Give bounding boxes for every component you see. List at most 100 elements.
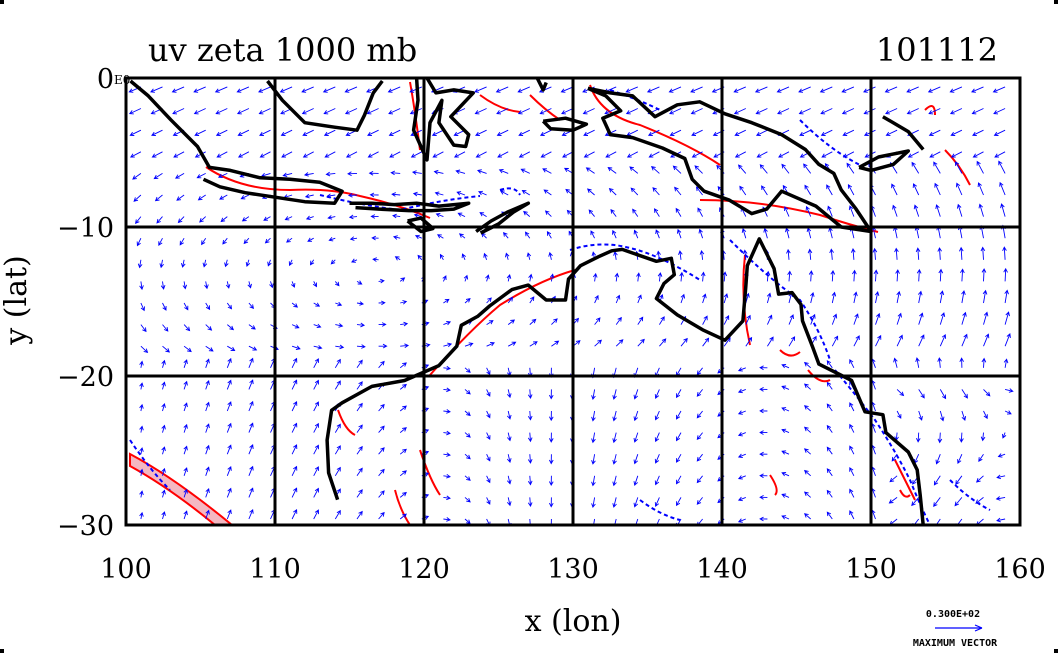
wind-vector-arrow xyxy=(625,86,638,93)
wind-vector-arrow xyxy=(918,389,925,399)
wind-vector-arrow xyxy=(499,190,509,196)
wind-vector-arrow xyxy=(928,108,941,115)
wind-vector-arrow xyxy=(1004,410,1012,415)
wind-vector-arrow xyxy=(1004,311,1010,325)
wind-vector-arrow xyxy=(755,129,768,136)
wind-vector-arrow xyxy=(520,168,530,174)
wind-vector-arrow xyxy=(992,86,1006,93)
wind-vector-arrow xyxy=(798,108,811,115)
wind-vector-arrow xyxy=(676,410,682,420)
wind-vector-arrow xyxy=(612,410,617,422)
wind-vector-arrow xyxy=(540,151,552,158)
wind-vector-arrow xyxy=(633,497,639,508)
wind-vector-arrow xyxy=(781,450,790,455)
wind-vector-arrow xyxy=(518,129,530,136)
wind-vector-arrow xyxy=(475,151,487,158)
wind-vector-arrow xyxy=(755,108,768,115)
wind-vector-arrow xyxy=(464,497,471,503)
wind-vector-arrow xyxy=(594,317,601,325)
wind-vector-arrow xyxy=(702,293,707,304)
wind-vector-arrow xyxy=(245,259,251,268)
wind-vector-arrow xyxy=(150,86,163,93)
wind-vector-arrow xyxy=(433,169,444,175)
wind-vector-arrow xyxy=(842,151,855,158)
wind-vector-arrow xyxy=(993,129,1006,136)
wind-vector-arrow xyxy=(591,432,596,444)
wind-vector-arrow xyxy=(827,205,833,217)
wind-vector-arrow xyxy=(506,389,512,399)
wind-vector-arrow xyxy=(154,194,163,202)
wind-vector-arrow xyxy=(590,230,596,239)
wind-vector-arrow xyxy=(591,389,596,401)
wind-vector-arrow xyxy=(486,320,494,325)
wind-vector-arrow xyxy=(248,324,256,330)
wind-vector-arrow xyxy=(524,231,531,239)
wind-vector-arrow xyxy=(443,320,452,326)
wind-vector-arrow xyxy=(161,424,166,433)
wind-vector-arrow xyxy=(615,294,621,304)
wind-vector-arrow xyxy=(162,324,169,332)
wind-vector-arrow xyxy=(849,510,855,520)
wind-vector-arrow xyxy=(891,183,898,196)
wind-vector-arrow xyxy=(204,281,209,290)
wind-vector-arrow xyxy=(637,294,642,304)
wind-vector-arrow xyxy=(344,86,358,93)
wind-vector-arrow xyxy=(486,454,491,462)
wind-vector-arrow xyxy=(486,297,492,304)
wind-vector-arrow xyxy=(215,129,228,136)
wind-vector-arrow xyxy=(486,342,495,347)
wind-vector-arrow xyxy=(226,509,232,520)
wind-vector-arrow xyxy=(874,291,880,304)
wind-vector-arrow xyxy=(183,402,188,412)
wind-vector-arrow xyxy=(139,281,144,291)
wind-vector-arrow xyxy=(301,108,314,115)
wind-vector-arrow xyxy=(933,475,941,486)
wind-vector-arrow xyxy=(1003,358,1009,368)
wind-vector-arrow xyxy=(174,173,185,179)
wind-vector-arrow xyxy=(906,86,919,93)
wind-vector-arrow xyxy=(896,312,902,325)
wind-vector-arrow xyxy=(1003,267,1008,282)
wind-vector-arrow xyxy=(913,204,920,217)
wind-vector-arrow xyxy=(183,445,188,455)
wind-vector-arrow xyxy=(615,316,622,325)
wind-vector-arrow xyxy=(269,281,274,289)
wind-vector-arrow xyxy=(479,212,487,217)
wind-vector-arrow xyxy=(222,237,228,245)
vector-key-value: 0.300E+02 xyxy=(926,609,980,620)
wind-vector-arrow xyxy=(841,108,855,115)
wind-vector-arrow xyxy=(378,511,385,520)
corner-mark xyxy=(0,649,4,653)
wind-vector-arrow xyxy=(458,233,466,239)
wind-vector-arrow xyxy=(506,273,512,282)
wind-vector-arrow xyxy=(486,475,491,484)
wind-vector-arrow xyxy=(939,410,945,422)
wind-vector-arrow xyxy=(202,259,208,268)
wind-vector-arrow xyxy=(356,445,363,455)
wind-vector-arrow xyxy=(759,387,768,392)
wind-vector-arrow xyxy=(291,345,301,350)
wind-vector-arrow xyxy=(392,235,401,240)
wind-vector-arrow xyxy=(918,334,925,347)
wind-vector-arrow xyxy=(330,259,336,265)
wind-vector-arrow xyxy=(434,191,444,196)
wind-vector-arrow xyxy=(582,108,595,115)
wind-vector-arrow xyxy=(399,491,407,498)
wind-vector-arrow xyxy=(400,300,408,305)
wind-vector-arrow xyxy=(443,342,453,348)
wind-vector-arrow xyxy=(607,166,617,174)
wind-vector-arrow xyxy=(517,108,530,115)
wind-vector-arrow xyxy=(366,108,379,115)
coastline-timor xyxy=(475,201,531,235)
wind-vector-arrow xyxy=(193,86,206,93)
wind-vector-arrow xyxy=(140,302,145,312)
wind-vector-arrow xyxy=(885,129,898,136)
wind-vector-arrow xyxy=(896,290,901,304)
wind-vector-arrow xyxy=(313,323,322,329)
wind-vector-arrow xyxy=(983,311,989,325)
wind-vector-arrow xyxy=(464,342,474,347)
wind-vector-arrow xyxy=(676,453,682,463)
wind-vector-arrow xyxy=(432,151,444,158)
wind-vector-arrow xyxy=(443,473,451,479)
wind-vector-arrow xyxy=(972,129,984,136)
